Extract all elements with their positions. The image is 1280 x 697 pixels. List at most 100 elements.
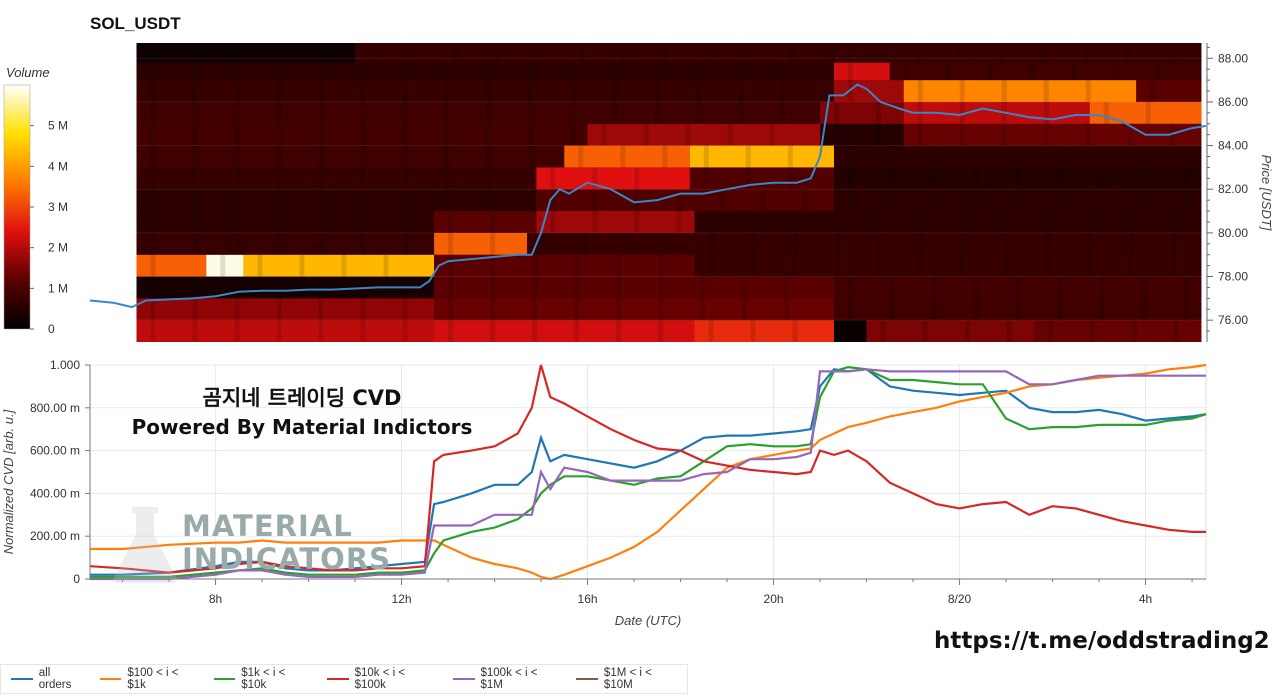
price-tick-label: 88.00: [1218, 51, 1248, 65]
heatmap-cell-stripe: [877, 232, 883, 255]
heatmap-cell-stripe: [612, 58, 618, 81]
cvd-y-tick-label: 200.00 m: [30, 529, 80, 543]
heatmap-cell-stripe: [750, 211, 756, 233]
price-tick-label: 80.00: [1218, 226, 1248, 240]
heatmap-cell: [587, 123, 821, 146]
heatmap-cell-stripe: [917, 80, 923, 102]
heatmap-cell-stripe: [1043, 123, 1049, 146]
heatmap-cell-stripe: [876, 101, 882, 124]
heatmap-cell-stripe: [784, 298, 790, 321]
heatmap-cell-stripe: [1041, 43, 1047, 63]
heatmap-cell-stripe: [150, 189, 156, 212]
heatmap-cell-stripe: [738, 58, 744, 81]
legend-item[interactable]: $1k < i < $10k: [213, 667, 313, 691]
heatmap-cell: [434, 276, 834, 299]
heatmap-cell-stripe: [663, 43, 669, 63]
heatmap-cell-stripe: [1058, 145, 1063, 168]
heatmap-cell-stripe: [528, 145, 534, 168]
heatmap-cell-stripe: [257, 254, 263, 277]
heatmap-cell-stripe: [903, 58, 909, 81]
heatmap-cell: [136, 254, 207, 277]
heatmap-cell-stripe: [574, 298, 580, 321]
legend-item[interactable]: $100 < i < $1k: [99, 667, 200, 691]
cvd-y-tick-label: 400.00 m: [30, 486, 80, 500]
heatmap-cell-stripe: [964, 320, 970, 342]
heatmap-cell-stripe: [444, 58, 450, 81]
heatmap-cell-stripe: [1171, 232, 1177, 255]
heatmap-cell-stripe: [192, 101, 198, 124]
heatmap-cell: [834, 145, 1202, 168]
price-line: [89, 83, 1207, 309]
heatmap-cell: [136, 320, 435, 342]
heatmap-cell-stripe: [1016, 298, 1021, 321]
legend-label: $10k < i < $100k: [354, 667, 406, 691]
heatmap-cell-stripe: [150, 145, 156, 168]
heatmap-cell-stripe: [709, 232, 715, 255]
heatmap-cell-stripe: [402, 123, 408, 146]
heatmap-cell-stripe: [192, 167, 198, 190]
heatmap-cell-stripe: [780, 58, 786, 81]
heatmap-cell: [834, 320, 867, 342]
heatmap-cell-stripe: [616, 298, 622, 321]
legend-item[interactable]: $10k < i < $100k: [326, 667, 439, 691]
legend-swatch: [326, 678, 349, 680]
heatmap-cell-stripe: [919, 232, 925, 255]
heatmap-cell-stripe: [1142, 189, 1147, 212]
heatmap-cell: [136, 189, 537, 212]
heatmap-cell-stripe: [802, 189, 808, 212]
telegram-link[interactable]: https://t.me/oddstrading2: [934, 628, 1270, 654]
legend-item[interactable]: $100k < i < $1M: [452, 667, 562, 691]
heatmap-cell-stripe: [769, 123, 775, 146]
heatmap-cell: [834, 298, 1202, 321]
heatmap-cell-stripe: [276, 167, 282, 190]
heatmap-cell-stripe: [1103, 101, 1109, 124]
heatmap-cell-stripe: [1142, 145, 1147, 168]
heatmap-cell-stripe: [360, 298, 366, 321]
colorbar-tick-label: 4 M: [48, 159, 68, 173]
heatmap-cell-stripe: [1016, 167, 1021, 190]
legend-item[interactable]: $1M < i < $10M: [576, 667, 683, 691]
cvd-x-tick-label: 12h: [392, 592, 412, 606]
heatmap-cell-stripe: [528, 123, 534, 146]
cvd-line-series: [90, 368, 1206, 581]
heatmap-cell-stripe: [234, 145, 240, 168]
heatmap-cell-stripe: [411, 43, 417, 63]
heatmap-cell-stripe: [318, 123, 324, 146]
heatmap-cell-stripe: [932, 145, 937, 168]
heatmap-cell-stripe: [1047, 320, 1053, 342]
heatmap-cell-stripe: [643, 123, 649, 146]
price-tick-label: 76.00: [1218, 313, 1248, 327]
heatmap-cell-stripe: [192, 320, 198, 342]
heatmap-cell-stripe: [402, 58, 408, 81]
heatmap-cell-stripe: [750, 320, 756, 342]
heatmap-cell: [206, 254, 244, 277]
price-line-layer: [89, 83, 1207, 309]
heatmap-cell-stripe: [738, 80, 744, 102]
cvd-chart: [89, 363, 1207, 581]
heatmap-cell-stripe: [318, 320, 324, 342]
heatmap-cell-stripe: [444, 101, 450, 124]
heatmap-cell-stripe: [490, 211, 496, 233]
heatmap-cell: [820, 123, 904, 146]
heatmap-cell-stripe: [276, 320, 282, 342]
price-tick-label: 82.00: [1218, 182, 1248, 196]
heatmap-cell-stripe: [1145, 101, 1151, 124]
heatmap-cell-stripe: [1002, 254, 1008, 277]
legend-item[interactable]: all orders: [11, 667, 86, 691]
heatmap-cell-stripe: [1029, 58, 1035, 81]
heatmap-cell-stripe: [490, 298, 496, 321]
heatmap-cell-stripe: [276, 298, 282, 321]
heatmap-cell-stripe: [945, 58, 951, 81]
heatmap-cell-stripe: [537, 43, 543, 63]
heatmap-cell-stripe: [192, 58, 198, 81]
heatmap-cell-stripe: [616, 254, 622, 277]
heatmap-cell: [903, 123, 1202, 146]
heatmap-cell-stripe: [318, 189, 324, 212]
heatmap-cell-stripe: [667, 232, 673, 255]
heatmap-cell-stripe: [876, 211, 882, 233]
heatmap-cell-stripe: [780, 101, 786, 124]
heatmap-cell-stripe: [959, 123, 965, 146]
heatmap-cell-stripe: [974, 276, 979, 299]
cvd-x-tick-label: 16h: [578, 592, 598, 606]
